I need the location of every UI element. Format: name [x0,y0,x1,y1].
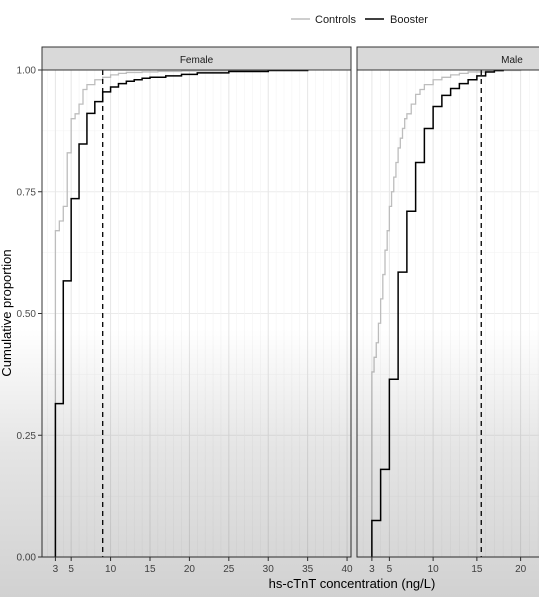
x-tick-label: 5 [68,564,74,575]
x-axis-title: hs-cTnT concentration (ng/L) [269,576,436,591]
x-tick-label: 15 [144,564,156,575]
x-tick-label: 20 [184,564,196,575]
x-tick-label: 20 [515,564,527,575]
x-tick-label: 3 [53,564,59,575]
facet-strip-label: Male [501,55,523,66]
x-tick-label: 15 [471,564,483,575]
y-axis: 0.00 0.25 0.50 0.75 1.00 [17,66,42,564]
facet-strip-label: Female [180,55,214,66]
x-tick-label: 30 [263,564,275,575]
x-tick-label: 10 [428,564,440,575]
panel-male: Male 3 5 10 15 20 [356,46,539,575]
y-tick-label: 0.50 [17,309,37,320]
legend-label-booster: Booster [390,14,428,26]
series-line-booster [371,70,504,557]
panel-plot-area [42,70,351,557]
panel-female: Female 3 5 10 15 20 25 30 35 40 [41,46,353,575]
y-tick-label: 1.00 [17,66,37,77]
panel-plot-area [357,70,539,557]
y-axis-title: Cumulative proportion [0,249,14,376]
series-line-controls [371,70,522,557]
x-tick-label: 35 [302,564,314,575]
series-line-booster [54,70,309,557]
series-line-controls [54,70,308,557]
y-tick-label: 0.25 [17,431,37,442]
y-tick-label: 0.00 [17,553,37,564]
panel-border [356,69,539,558]
legend: Controls Booster [291,14,428,26]
x-tick-label: 25 [223,564,235,575]
x-tick-label: 40 [341,564,353,575]
y-tick-label: 0.75 [17,187,37,198]
x-tick-label: 10 [105,564,117,575]
x-tick-label: 5 [387,564,393,575]
x-tick-label: 3 [369,564,375,575]
legend-label-controls: Controls [315,14,356,26]
